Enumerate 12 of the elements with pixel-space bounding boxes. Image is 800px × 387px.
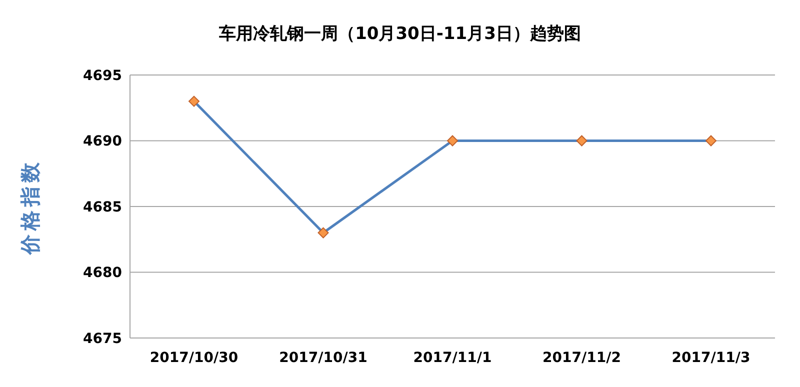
x-tick-label: 2017/10/31	[279, 350, 368, 366]
y-tick-label: 4680	[83, 265, 122, 282]
x-tick-label: 2017/11/1	[413, 350, 492, 366]
y-tick-label: 4675	[83, 330, 122, 347]
x-tick-label: 2017/11/2	[542, 350, 621, 366]
y-tick-label: 4685	[83, 199, 122, 216]
x-tick-label: 2017/11/3	[672, 350, 750, 366]
y-tick-label: 4690	[83, 134, 122, 150]
y-axis-title: 价格指数	[18, 158, 42, 256]
x-tick-label: 2017/10/30	[150, 350, 238, 366]
chart-title: 车用冷轧钢一周（10月30日-11月3日）趋势图	[218, 23, 582, 45]
y-tick-label: 4695	[83, 68, 122, 84]
